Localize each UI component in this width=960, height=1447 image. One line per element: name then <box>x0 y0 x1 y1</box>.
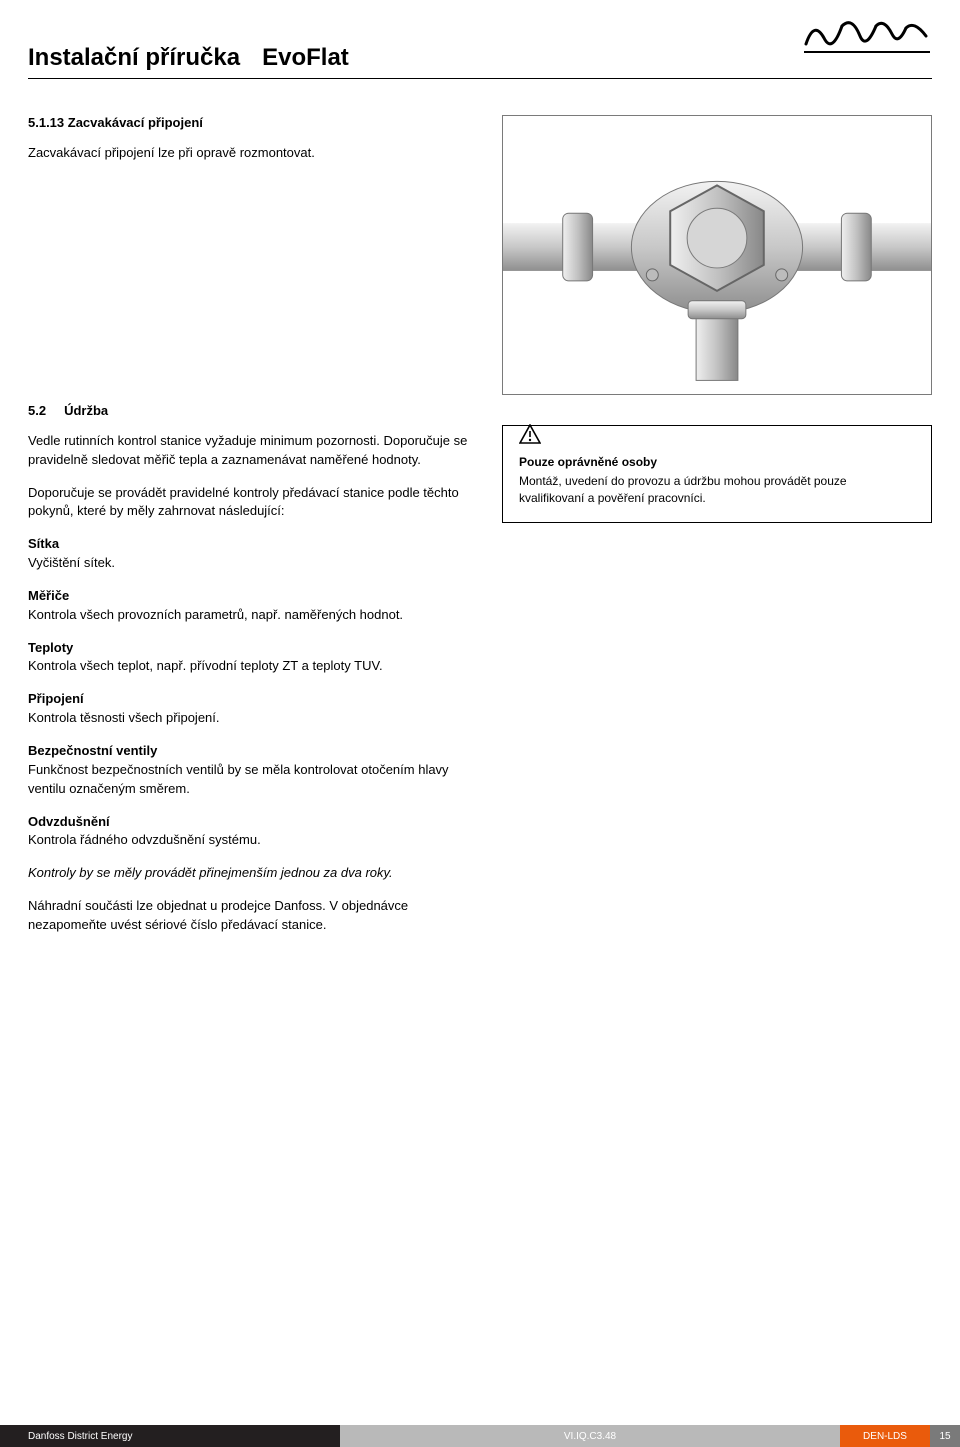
title-right: EvoFlat <box>262 44 349 71</box>
item-head: Připojení <box>28 691 84 706</box>
p2: Doporučuje se provádět pravidelné kontro… <box>28 484 476 522</box>
section-5-2-text: Údržba <box>64 403 108 418</box>
footer-page-number: 15 <box>930 1425 960 1447</box>
section-5-2-heading: 5.2 Údržba <box>28 403 476 418</box>
header-rule <box>28 78 932 79</box>
item-body: Kontrola řádného odvzdušnění systému. <box>28 832 261 847</box>
section-5-1-13-body: Zacvakávací připojení lze při opravě roz… <box>28 144 476 163</box>
p1: Vedle rutinních kontrol stanice vyžaduje… <box>28 432 476 470</box>
item-body: Kontrola těsnosti všech připojení. <box>28 710 220 725</box>
item-merice: Měřiče Kontrola všech provozních paramet… <box>28 587 476 625</box>
title-left: Instalační příručka <box>28 44 240 71</box>
item-head: Odvzdušnění <box>28 814 110 829</box>
warning-icon <box>519 424 541 444</box>
footer-mid: VI.IQ.C3.48 <box>340 1425 840 1447</box>
section-5-1-13-heading: 5.1.13 Zacvakávací připojení <box>28 115 476 130</box>
page-title: Instalační příručka EvoFlat <box>28 44 349 72</box>
item-pripojeni: Připojení Kontrola těsnosti všech připoj… <box>28 690 476 728</box>
item-head: Měřiče <box>28 588 69 603</box>
page-footer: Danfoss District Energy VI.IQ.C3.48 DEN-… <box>0 1425 960 1447</box>
item-body: Kontrola všech teplot, např. přívodní te… <box>28 658 383 673</box>
item-head: Teploty <box>28 640 73 655</box>
item-odvzdusneni: Odvzdušnění Kontrola řádného odvzdušnění… <box>28 813 476 851</box>
note-italic: Kontroly by se měly provádět přinejmenší… <box>28 864 476 883</box>
item-teploty: Teploty Kontrola všech teplot, např. pří… <box>28 639 476 677</box>
item-head: Bezpečnostní ventily <box>28 743 157 758</box>
warning-callout: Pouze oprávněné osoby Montáž, uvedení do… <box>502 425 932 523</box>
footer-right: DEN-LDS <box>840 1425 930 1447</box>
brand-logo <box>802 10 932 59</box>
item-ventily: Bezpečnostní ventily Funkčnost bezpečnos… <box>28 742 476 799</box>
section-5-2-num: 5.2 <box>28 403 46 418</box>
item-body: Vyčištění sítek. <box>28 555 115 570</box>
closing: Náhradní součásti lze objednat u prodejc… <box>28 897 476 935</box>
footer-left: Danfoss District Energy <box>0 1425 340 1447</box>
valve-illustration-svg <box>503 115 931 395</box>
product-image <box>502 115 932 395</box>
item-head: Sítka <box>28 536 59 551</box>
callout-title: Pouze oprávněné osoby <box>519 454 915 471</box>
item-body: Kontrola všech provozních parametrů, nap… <box>28 607 403 622</box>
item-sitka: Sítka Vyčištění sítek. <box>28 535 476 573</box>
item-body: Funkčnost bezpečnostních ventilů by se m… <box>28 762 449 796</box>
callout-body: Montáž, uvedení do provozu a údržbu moho… <box>519 473 915 507</box>
